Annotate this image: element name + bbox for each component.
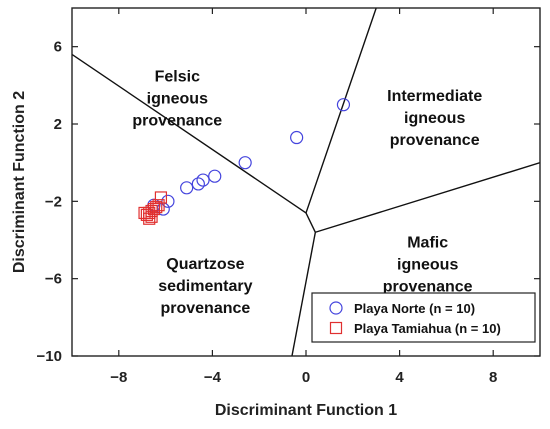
legend-box — [311, 292, 536, 343]
circle-point — [208, 169, 222, 183]
series-2 — [138, 191, 168, 225]
square-point — [138, 206, 151, 220]
boundary-line-4 — [315, 161, 540, 233]
legend-entry-1: Playa Norte (n = 10) — [354, 301, 475, 316]
circle-point — [290, 130, 304, 145]
region-label-line: igneous — [147, 90, 208, 107]
x-tick-label: −8 — [110, 369, 127, 386]
x-tick-label: 0 — [302, 369, 310, 386]
region-label-mafic: Mafic igneous provenance — [383, 235, 473, 296]
legend-circle-marker — [329, 301, 343, 315]
y-tick-label: −2 — [45, 193, 62, 210]
region-label-line: provenance — [132, 112, 222, 129]
x-tick-label: 4 — [395, 369, 404, 386]
x-tick-label: −4 — [204, 369, 222, 386]
legend-square-marker — [329, 321, 343, 335]
y-tick-label: −6 — [45, 271, 62, 288]
region-label-quartzose: Quartzose sedimentary provenance — [158, 256, 252, 317]
axis-ticks: −8 −4 0 4 8 6 2 −2 −6 −10 — [37, 8, 540, 386]
region-label-intermediate: Intermediate igneous provenance — [387, 88, 482, 149]
region-label-line: provenance — [383, 279, 473, 296]
legend: Playa Norte (n = 10) Playa Tamiahua (n = … — [311, 292, 536, 343]
y-tick-label: 6 — [54, 39, 62, 56]
region-label-felsic: Felsic igneous provenance — [132, 68, 222, 129]
region-label-line: igneous — [397, 257, 458, 274]
square-point — [154, 191, 168, 204]
circle-point — [196, 173, 210, 187]
region-label-line: Felsic — [155, 68, 200, 85]
region-label-line: sedimentary — [158, 278, 252, 295]
legend-entry-2: Playa Tamiahua (n = 10) — [354, 321, 501, 336]
region-label-line: Intermediate — [387, 88, 482, 105]
circle-point — [336, 98, 351, 112]
region-label-line: provenance — [160, 300, 250, 317]
region-label-line: Quartzose — [166, 256, 244, 273]
y-tick-label: 2 — [54, 116, 62, 133]
circle-point — [180, 181, 194, 195]
boundary-line-3 — [305, 212, 316, 233]
provenance-region-labels: Felsic igneous provenance Intermediate igneo… — [132, 68, 482, 317]
x-tick-label: 8 — [489, 369, 497, 386]
circle-point — [238, 156, 252, 170]
circle-point — [191, 177, 205, 191]
x-axis-title: Discriminant Function 1 — [215, 402, 397, 419]
region-label-line: Mafic — [407, 235, 448, 252]
region-label-line: provenance — [390, 132, 480, 149]
square-point — [140, 208, 153, 221]
y-axis-title: Discriminant Function 2 — [11, 91, 28, 273]
y-tick-label: −10 — [37, 348, 62, 365]
provenance-boundary-lines — [72, 8, 540, 356]
data-series — [138, 98, 351, 225]
boundary-line-5 — [291, 232, 317, 356]
boundary-line-1 — [72, 53, 307, 214]
region-label-line: igneous — [404, 110, 465, 127]
square-point — [145, 210, 158, 223]
